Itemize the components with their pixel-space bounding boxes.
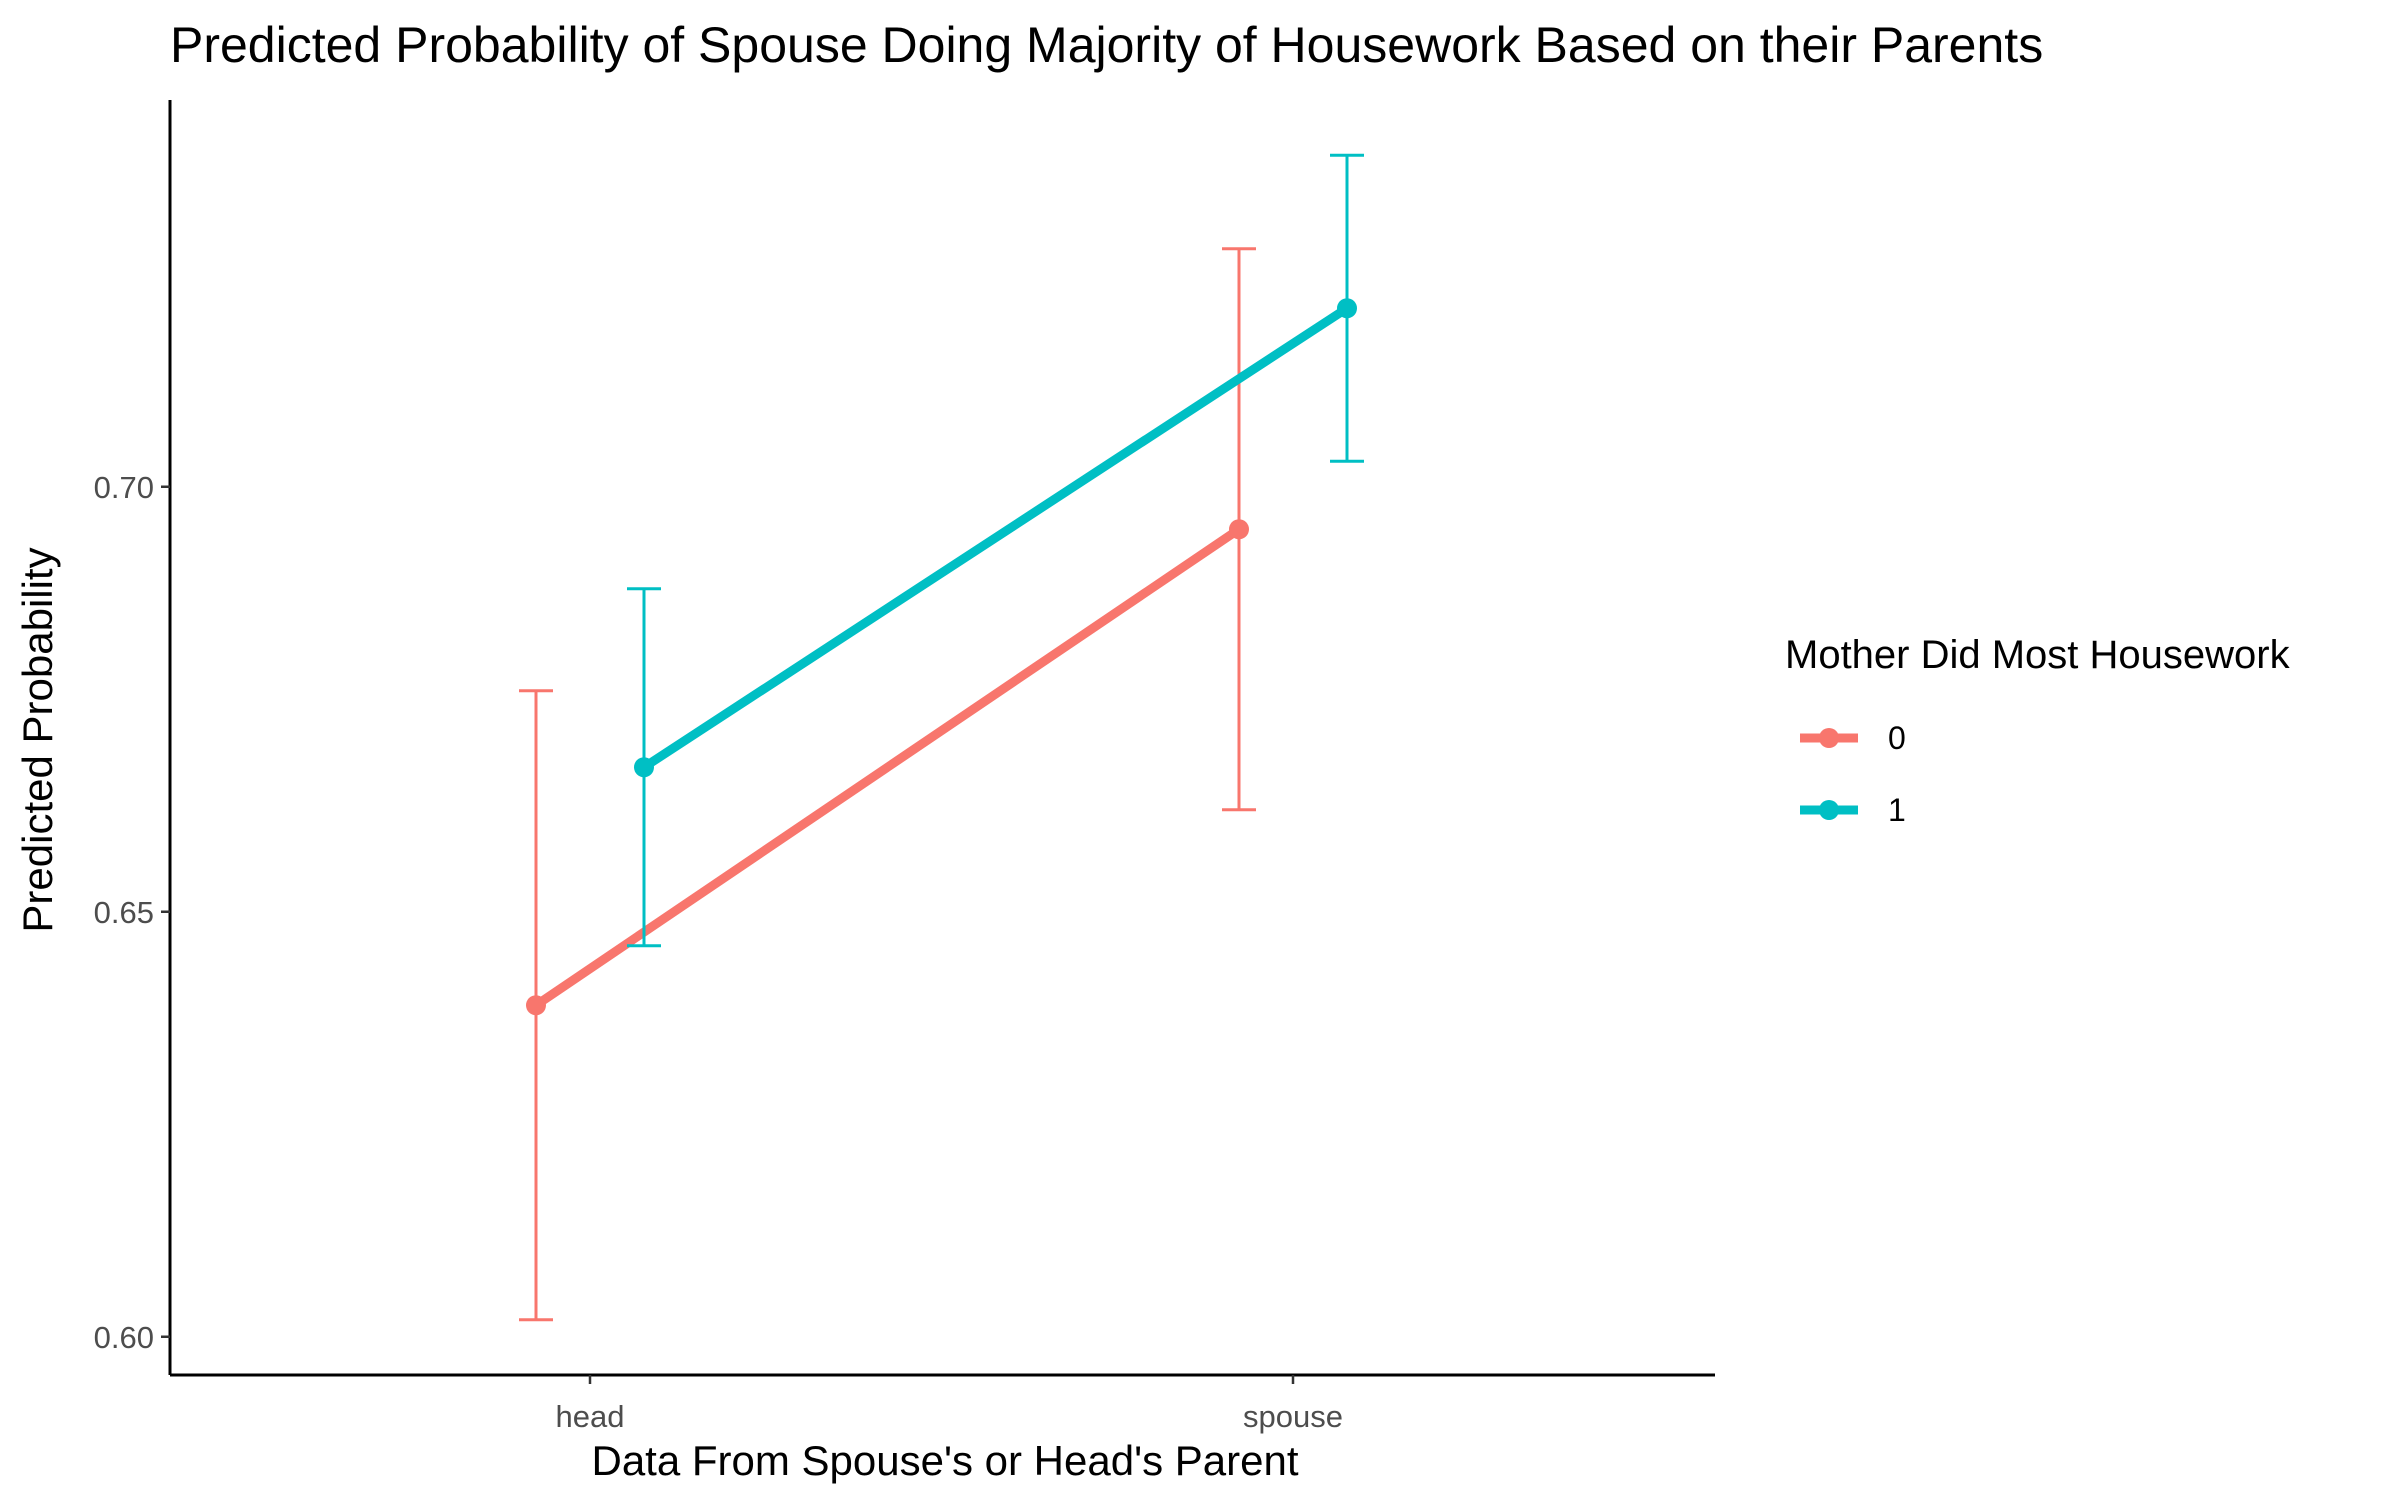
data-point: [526, 995, 546, 1016]
data-point: [1229, 519, 1249, 540]
series-line: [533, 525, 1242, 1009]
legend-title: Mother Did Most Housework: [1785, 633, 2291, 677]
x-tick-label: spouse: [1243, 1399, 1343, 1434]
plot-area: 0.60 0.65 0.70 head spouse: [94, 100, 1715, 1434]
data-point: [634, 757, 654, 778]
chart-title: Predicted Probability of Spouse Doing Ma…: [170, 17, 2043, 73]
x-axis-title: Data From Spouse's or Head's Parent: [591, 1437, 1298, 1484]
legend-key-point: [1819, 728, 1839, 748]
legend-key-point: [1819, 800, 1839, 820]
y-tick-label: 0.70: [94, 470, 154, 505]
y-tick-label: 0.65: [94, 895, 154, 930]
y-axis-title: Predicted Probability: [14, 547, 61, 932]
legend-label: 0: [1888, 720, 1906, 756]
x-tick-label: head: [556, 1399, 625, 1434]
series-line: [641, 304, 1350, 772]
y-tick-label: 0.60: [94, 1320, 154, 1355]
legend-label: 1: [1888, 792, 1906, 828]
series-1: [627, 153, 1364, 948]
legend: Mother Did Most Housework 0 1: [1785, 633, 2291, 828]
series-0: [519, 247, 1256, 1322]
data-point: [1337, 298, 1357, 319]
